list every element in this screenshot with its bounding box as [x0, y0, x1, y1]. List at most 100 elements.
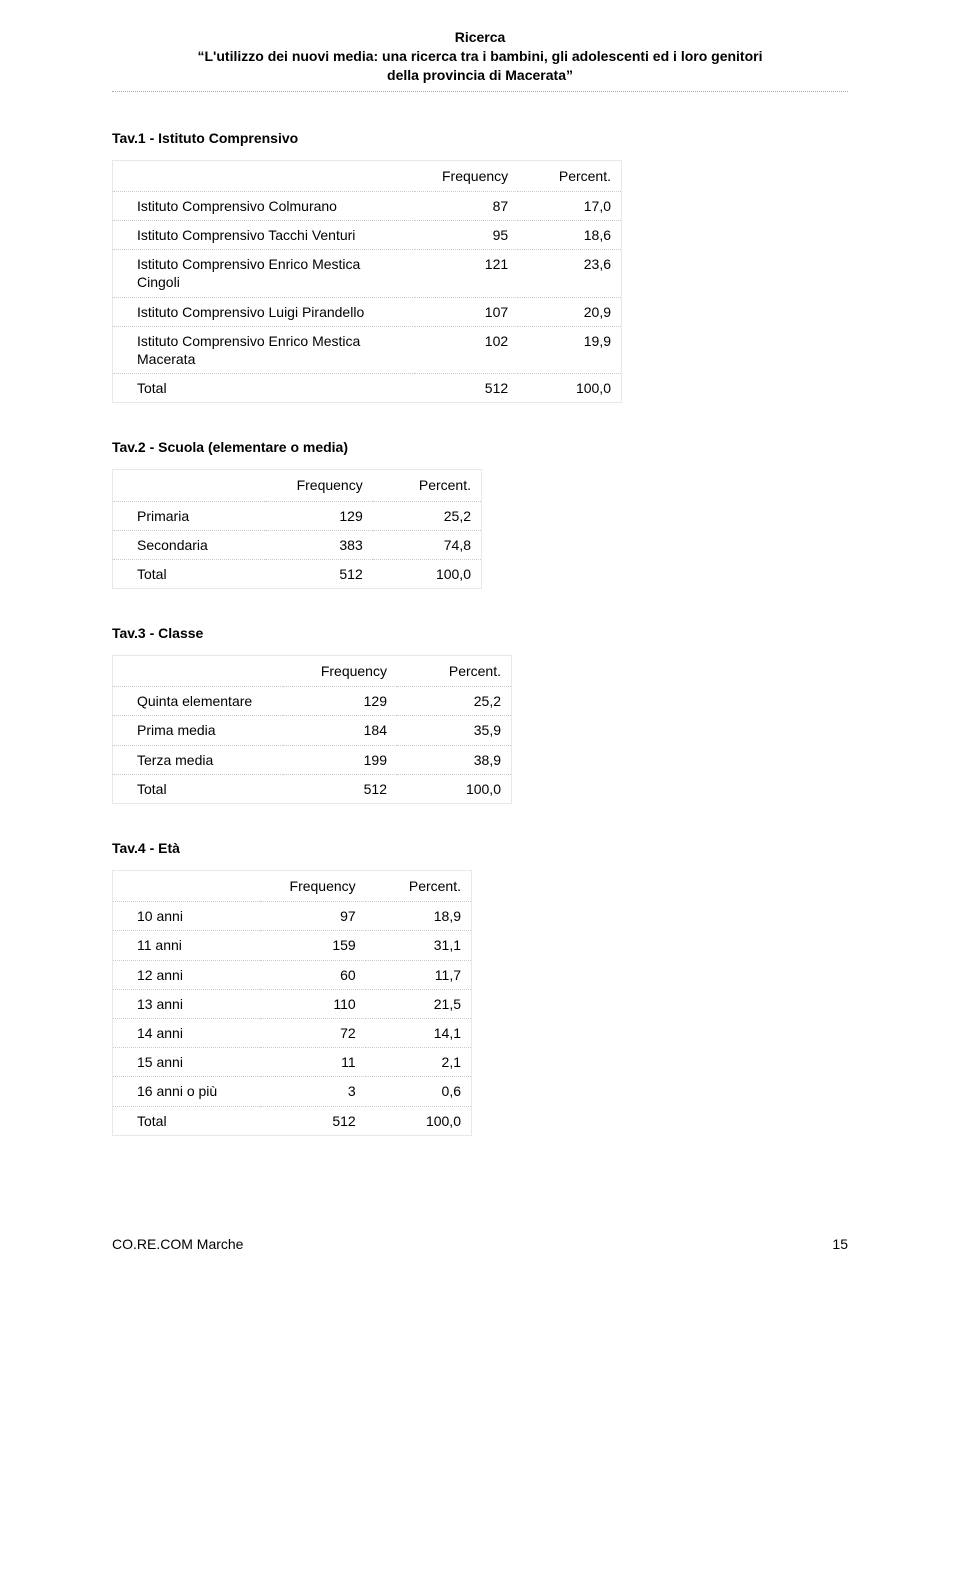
- row-freq: 107: [415, 297, 518, 326]
- row-pct: 11,7: [366, 960, 472, 989]
- row-freq: 129: [265, 501, 373, 530]
- page: Ricerca “L'utilizzo dei nuovi media: una…: [0, 0, 960, 1292]
- row-label: Istituto Comprensivo Colmurano: [113, 191, 416, 220]
- header-line1: Ricerca: [112, 28, 848, 47]
- table-header-row: Frequency Percent.: [113, 871, 472, 902]
- table-row: 11 anni 159 31,1: [113, 931, 472, 960]
- tav3-title: Tav.3 - Classe: [112, 625, 848, 641]
- row-freq: 129: [283, 687, 397, 716]
- tav4-table: Frequency Percent. 10 anni 97 18,9 11 an…: [112, 870, 472, 1136]
- row-freq: 95: [415, 221, 518, 250]
- row-pct: 18,9: [366, 902, 472, 931]
- row-freq: 60: [260, 960, 365, 989]
- row-pct: 21,5: [366, 989, 472, 1018]
- row-label: Primaria: [113, 501, 265, 530]
- row-freq: 11: [260, 1048, 365, 1077]
- header-line3: della provincia di Macerata”: [112, 66, 848, 85]
- col-percent: Percent.: [366, 871, 472, 902]
- table-header-row: Frequency Percent.: [113, 160, 622, 191]
- footer-left: CO.RE.COM Marche: [112, 1236, 243, 1252]
- row-label: Prima media: [113, 716, 284, 745]
- row-label: 12 anni: [113, 960, 261, 989]
- row-pct: 23,6: [518, 250, 621, 297]
- row-freq: 512: [260, 1106, 365, 1135]
- header-rule: [112, 91, 848, 92]
- row-freq: 97: [260, 902, 365, 931]
- row-label: Quinta elementare: [113, 687, 284, 716]
- row-pct: 18,6: [518, 221, 621, 250]
- row-freq: 512: [283, 774, 397, 803]
- table-row: 12 anni 60 11,7: [113, 960, 472, 989]
- table-row: 13 anni 110 21,5: [113, 989, 472, 1018]
- row-pct: 100,0: [518, 374, 621, 403]
- table-row: Istituto Comprensivo Enrico Mestica Cing…: [113, 250, 622, 297]
- row-freq: 72: [260, 1018, 365, 1047]
- row-pct: 31,1: [366, 931, 472, 960]
- row-label: Total: [113, 1106, 261, 1135]
- table-row: 10 anni 97 18,9: [113, 902, 472, 931]
- row-freq: 87: [415, 191, 518, 220]
- row-freq: 159: [260, 931, 365, 960]
- header-line2: “L'utilizzo dei nuovi media: una ricerca…: [112, 47, 848, 66]
- tav3-table: Frequency Percent. Quinta elementare 129…: [112, 655, 512, 804]
- row-label: Istituto Comprensivo Tacchi Venturi: [113, 221, 416, 250]
- tav1-table: Frequency Percent. Istituto Comprensivo …: [112, 160, 622, 404]
- col-percent: Percent.: [518, 160, 621, 191]
- page-header: Ricerca “L'utilizzo dei nuovi media: una…: [112, 28, 848, 85]
- row-freq: 383: [265, 530, 373, 559]
- table-row: 14 anni 72 14,1: [113, 1018, 472, 1047]
- row-freq: 184: [283, 716, 397, 745]
- tav2-table: Frequency Percent. Primaria 129 25,2 Sec…: [112, 469, 482, 589]
- row-pct: 19,9: [518, 326, 621, 373]
- row-freq: 102: [415, 326, 518, 373]
- row-pct: 14,1: [366, 1018, 472, 1047]
- header-spacer: [113, 160, 416, 191]
- tav4-title: Tav.4 - Età: [112, 840, 848, 856]
- header-spacer: [113, 656, 284, 687]
- row-pct: 20,9: [518, 297, 621, 326]
- row-freq: 3: [260, 1077, 365, 1106]
- col-frequency: Frequency: [283, 656, 397, 687]
- row-label: Total: [113, 774, 284, 803]
- row-freq: 512: [265, 559, 373, 588]
- table-header-row: Frequency Percent.: [113, 470, 482, 501]
- header-spacer: [113, 470, 265, 501]
- row-label: Istituto Comprensivo Enrico Mestica Cing…: [113, 250, 416, 297]
- row-pct: 2,1: [366, 1048, 472, 1077]
- row-pct: 74,8: [373, 530, 482, 559]
- row-label: Istituto Comprensivo Enrico Mestica Mace…: [113, 326, 416, 373]
- table-row-total: Total 512 100,0: [113, 774, 512, 803]
- header-spacer: [113, 871, 261, 902]
- row-freq: 199: [283, 745, 397, 774]
- row-label: Terza media: [113, 745, 284, 774]
- table-row: 15 anni 11 2,1: [113, 1048, 472, 1077]
- row-label: 10 anni: [113, 902, 261, 931]
- table-row-total: Total 512 100,0: [113, 559, 482, 588]
- row-pct: 35,9: [397, 716, 512, 745]
- row-label: 16 anni o più: [113, 1077, 261, 1106]
- col-percent: Percent.: [373, 470, 482, 501]
- row-pct: 38,9: [397, 745, 512, 774]
- row-pct: 17,0: [518, 191, 621, 220]
- tav2-title: Tav.2 - Scuola (elementare o media): [112, 439, 848, 455]
- table-row-total: Total 512 100,0: [113, 374, 622, 403]
- row-label: Istituto Comprensivo Luigi Pirandello: [113, 297, 416, 326]
- row-pct: 25,2: [397, 687, 512, 716]
- table-row: Terza media 199 38,9: [113, 745, 512, 774]
- table-row: Istituto Comprensivo Luigi Pirandello 10…: [113, 297, 622, 326]
- row-label: 13 anni: [113, 989, 261, 1018]
- table-header-row: Frequency Percent.: [113, 656, 512, 687]
- row-freq: 121: [415, 250, 518, 297]
- footer-page-number: 15: [832, 1236, 848, 1252]
- table-row: Prima media 184 35,9: [113, 716, 512, 745]
- row-pct: 100,0: [366, 1106, 472, 1135]
- table-row: Primaria 129 25,2: [113, 501, 482, 530]
- row-pct: 100,0: [397, 774, 512, 803]
- row-freq: 512: [415, 374, 518, 403]
- col-frequency: Frequency: [265, 470, 373, 501]
- row-freq: 110: [260, 989, 365, 1018]
- col-frequency: Frequency: [415, 160, 518, 191]
- page-footer: CO.RE.COM Marche 15: [112, 1236, 848, 1252]
- row-label: 15 anni: [113, 1048, 261, 1077]
- table-row: Secondaria 383 74,8: [113, 530, 482, 559]
